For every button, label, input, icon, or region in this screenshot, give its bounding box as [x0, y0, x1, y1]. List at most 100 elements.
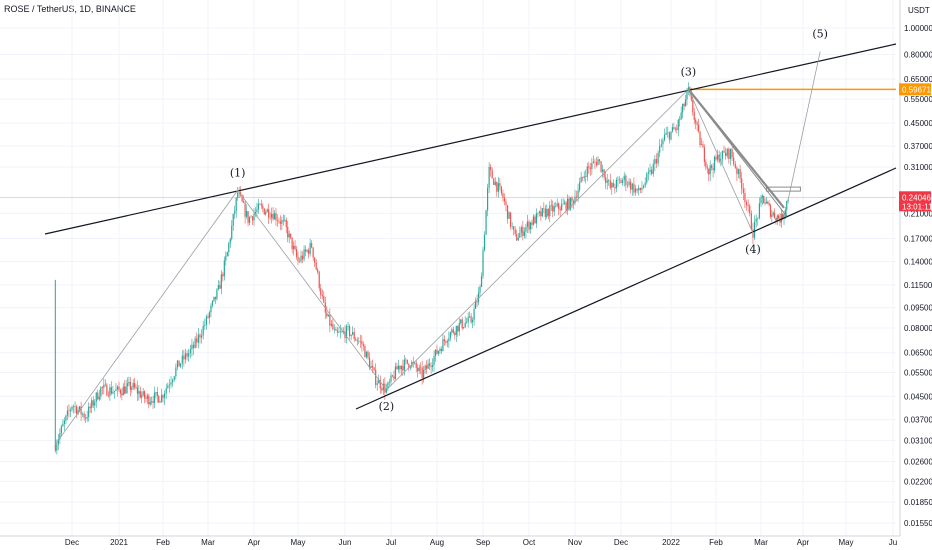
- candle-body: [218, 285, 219, 289]
- candle: [435, 349, 436, 361]
- candle-body: [518, 238, 519, 241]
- candle: [158, 395, 159, 403]
- candle-body: [787, 200, 788, 201]
- candle: [638, 185, 639, 196]
- candle: [306, 249, 307, 253]
- candle: [460, 319, 461, 325]
- candle-body: [605, 177, 606, 182]
- candle-body: [701, 144, 702, 145]
- candle-body: [183, 356, 184, 360]
- x-tick-label: Feb: [156, 538, 170, 547]
- candle: [479, 285, 480, 297]
- candle-body: [275, 213, 276, 220]
- candle: [131, 386, 132, 393]
- candle-body: [137, 387, 138, 393]
- candle: [540, 206, 541, 221]
- candle-body: [587, 166, 588, 177]
- candle-body: [134, 383, 135, 387]
- candle-body: [608, 180, 609, 181]
- candle: [584, 171, 585, 181]
- x-tick-label: Jul: [386, 538, 396, 547]
- candle-body: [740, 169, 741, 178]
- candle: [252, 216, 253, 225]
- candle-body: [118, 387, 119, 390]
- candle-body: [450, 332, 451, 338]
- candle-body: [444, 339, 445, 341]
- candle: [643, 184, 644, 188]
- candle: [134, 378, 135, 390]
- candle-body: [564, 202, 565, 203]
- candle-body: [698, 125, 699, 132]
- candle-body: [62, 424, 63, 426]
- candle-body: [389, 382, 390, 383]
- candle-body: [685, 100, 686, 107]
- candle: [310, 239, 311, 257]
- candle-body: [227, 252, 228, 256]
- candle-body: [786, 201, 787, 210]
- candle-body: [705, 162, 706, 167]
- candle-body: [79, 406, 80, 409]
- candle: [244, 201, 245, 224]
- candle: [374, 367, 375, 371]
- candle: [657, 150, 658, 166]
- candle: [546, 204, 547, 219]
- candle: [664, 128, 665, 141]
- wave-label: (2): [379, 400, 395, 413]
- candle: [212, 300, 213, 308]
- candle: [549, 201, 550, 222]
- candle: [542, 208, 543, 217]
- candle: [442, 334, 443, 352]
- candle: [103, 379, 104, 395]
- candle: [109, 384, 110, 401]
- candle-body: [372, 366, 373, 368]
- candle: [287, 221, 288, 242]
- candle: [143, 388, 144, 397]
- x-tick-label: Dec: [65, 538, 79, 547]
- candle-body: [131, 387, 132, 389]
- candle-body: [299, 261, 300, 262]
- candle-body: [320, 288, 321, 295]
- candle: [555, 202, 556, 208]
- candle-body: [505, 202, 506, 206]
- candle: [548, 208, 549, 219]
- candle: [587, 163, 588, 181]
- candle-body: [476, 301, 477, 302]
- candle: [610, 174, 611, 190]
- candle: [656, 153, 657, 168]
- candle-body: [728, 149, 729, 159]
- candle-body: [432, 365, 433, 367]
- candle-body: [746, 202, 747, 205]
- candle-body: [249, 217, 250, 223]
- candle: [757, 217, 758, 225]
- candle-body: [340, 332, 341, 333]
- candle: [448, 331, 449, 347]
- candle-body: [733, 158, 734, 164]
- y-tick-label: 0.02200: [904, 477, 932, 486]
- candle-body: [234, 211, 235, 214]
- candle-body: [519, 233, 520, 238]
- candle-body: [233, 214, 234, 226]
- candle-body: [525, 227, 526, 232]
- candle-body: [286, 220, 287, 227]
- candle-body: [405, 360, 406, 361]
- candle: [187, 350, 188, 360]
- candle-body: [225, 256, 226, 260]
- candle: [465, 316, 466, 328]
- candle-body: [625, 176, 626, 185]
- candle-body: [212, 301, 213, 305]
- candle-body: [686, 91, 687, 100]
- candle-body: [770, 205, 771, 217]
- candle: [392, 375, 393, 378]
- candle-body: [250, 217, 251, 218]
- candle-body: [557, 203, 558, 206]
- candle: [413, 357, 414, 368]
- candle-body: [94, 402, 95, 406]
- candle: [305, 245, 306, 256]
- candle: [685, 95, 686, 107]
- candle-body: [593, 162, 594, 163]
- candle-body: [614, 187, 615, 188]
- candle-body: [331, 324, 332, 326]
- candle: [292, 237, 293, 253]
- candle: [493, 178, 494, 185]
